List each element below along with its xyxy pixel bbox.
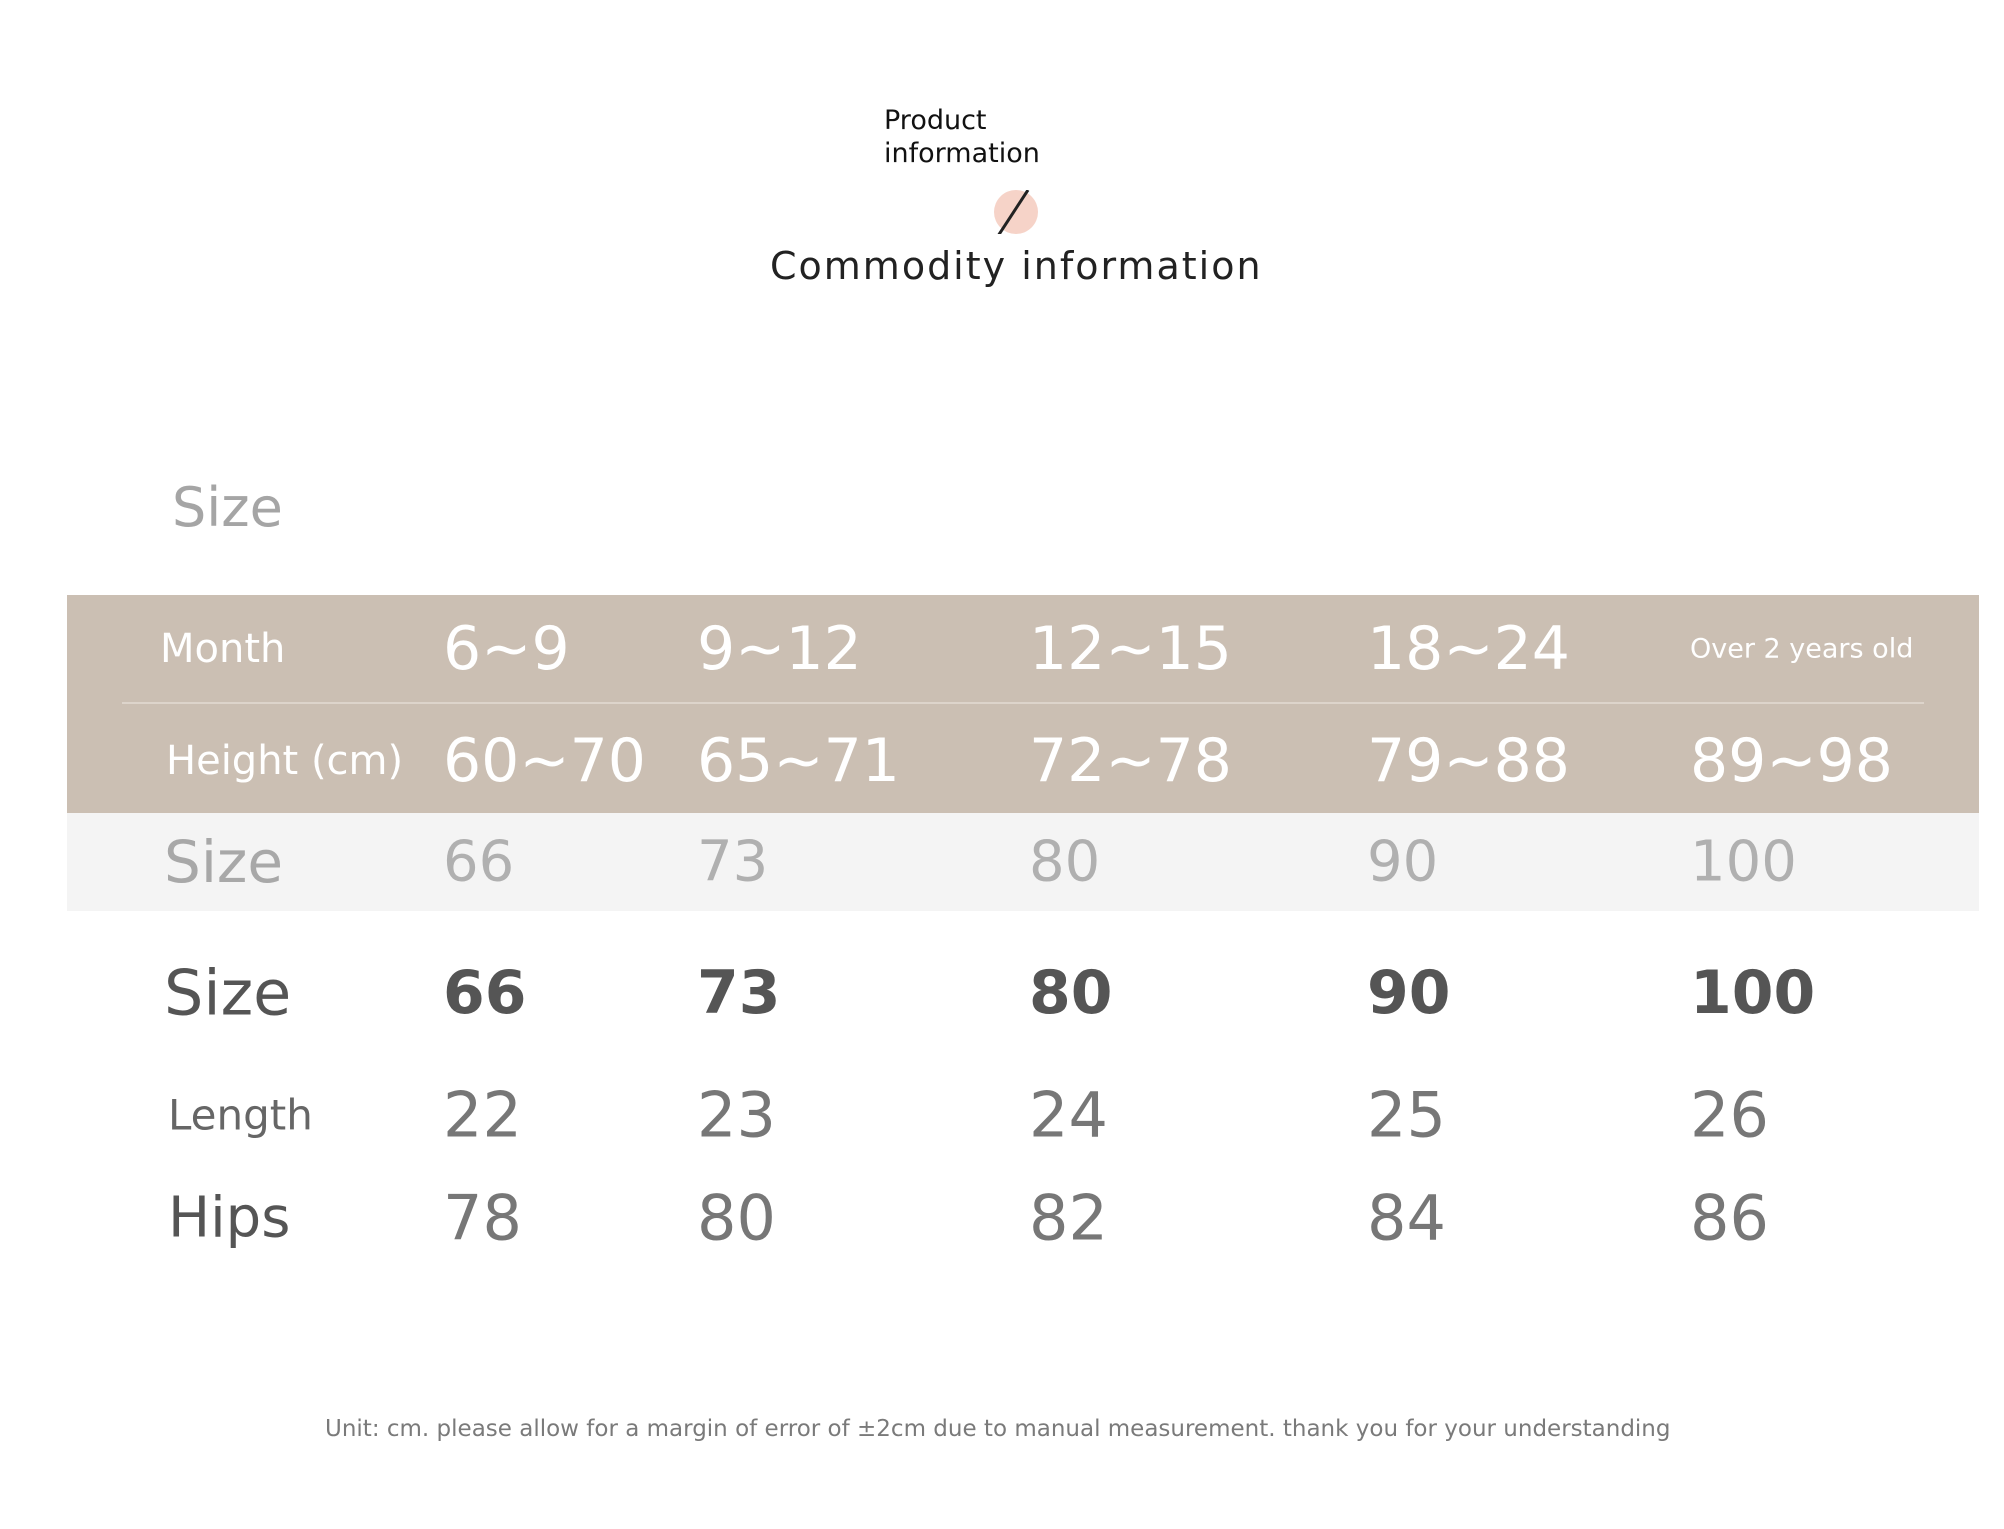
table-cell: 66	[443, 829, 515, 895]
table-cell: Height (cm)	[166, 738, 404, 784]
table-cell: 72~78	[1029, 726, 1232, 796]
table-cell: 9~12	[697, 614, 862, 684]
decor-slash	[997, 190, 1030, 234]
table-cell: Size	[164, 956, 292, 1030]
footnote: Unit: cm. please allow for a margin of e…	[325, 1416, 1671, 1442]
table-cell: Hips	[168, 1185, 291, 1251]
table-cell: Month	[160, 626, 286, 672]
table-cell: Over 2 years old	[1690, 633, 1914, 665]
table-cell: 73	[697, 958, 781, 1028]
table-cell: 24	[1029, 1078, 1108, 1152]
table-cell: 6~9	[443, 614, 570, 684]
table-cell: 78	[443, 1181, 522, 1255]
table-cell: 23	[697, 1078, 776, 1152]
table-cell: Size	[164, 828, 284, 896]
size-title: Size	[172, 476, 283, 539]
table-cell: 25	[1367, 1078, 1446, 1152]
decor-circle	[994, 190, 1038, 234]
product-info: Product information	[884, 105, 1040, 169]
gray-row	[67, 813, 1979, 911]
divider	[122, 702, 1924, 704]
table-cell: 86	[1690, 1181, 1769, 1255]
table-cell: 90	[1367, 958, 1451, 1028]
table-cell: 100	[1690, 958, 1816, 1028]
table-cell: 12~15	[1029, 614, 1232, 684]
table-cell: 66	[443, 958, 527, 1028]
table-cell: 100	[1690, 829, 1797, 895]
table-cell: 18~24	[1367, 614, 1570, 684]
table-cell: Length	[168, 1090, 313, 1140]
commodity-info: Commodity information	[770, 244, 1263, 288]
table-cell: 80	[1029, 829, 1101, 895]
table-cell: 73	[697, 829, 769, 895]
table-cell: 60~70	[443, 726, 646, 796]
table-cell: 65~71	[697, 726, 900, 796]
table-cell: 22	[443, 1078, 522, 1152]
table-cell: 80	[697, 1181, 776, 1255]
header-band	[67, 595, 1979, 813]
table-cell: 79~88	[1367, 726, 1570, 796]
table-cell: 80	[1029, 958, 1113, 1028]
table-cell: 89~98	[1690, 726, 1893, 796]
table-cell: 82	[1029, 1181, 1108, 1255]
table-cell: 84	[1367, 1181, 1446, 1255]
table-cell: 26	[1690, 1078, 1769, 1152]
table-cell: 90	[1367, 829, 1439, 895]
